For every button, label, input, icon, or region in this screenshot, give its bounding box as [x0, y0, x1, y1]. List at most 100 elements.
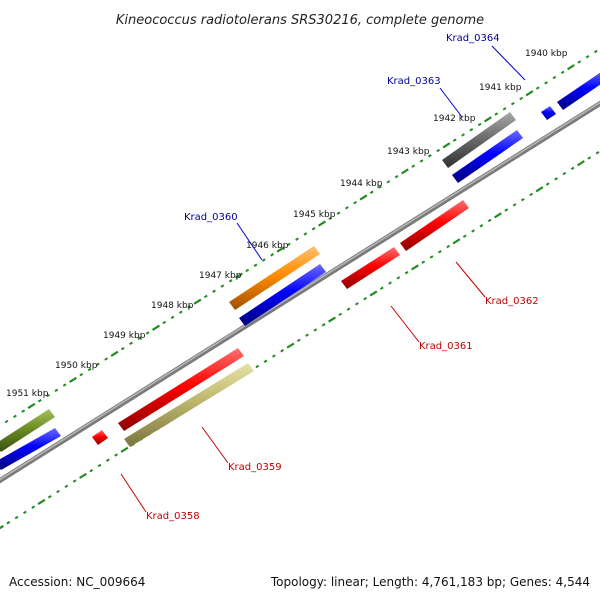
major-tick: [442, 142, 451, 149]
minor-tick: [510, 101, 515, 106]
minor-tick: [487, 218, 492, 223]
major-tick: [567, 64, 575, 71]
minor-tick: [286, 242, 291, 247]
major-tick: [0, 524, 4, 530]
gene-bar-red[interactable]: [92, 430, 108, 445]
major-tick: [525, 90, 534, 97]
minor-tick: [421, 260, 426, 264]
minor-tick: [585, 55, 590, 59]
minor-tick: [469, 128, 474, 132]
gene-bar-gray[interactable]: [442, 112, 516, 168]
callout-line: [201, 426, 229, 464]
minor-tick: [388, 281, 392, 285]
major-tick: [286, 342, 295, 349]
minor-tick: [46, 393, 50, 398]
minor-tick: [554, 177, 558, 181]
major-tick: [110, 350, 119, 357]
minor-tick: [461, 133, 465, 137]
minor-tick: [245, 268, 250, 273]
minor-tick: [187, 305, 192, 309]
feature-label-reverse[interactable]: Krad_0361: [419, 341, 473, 352]
minor-tick: [346, 307, 351, 311]
minor-tick: [228, 279, 233, 283]
minor-tick: [363, 296, 368, 301]
forward-tick-ruler: [0, 49, 598, 427]
minor-tick: [593, 49, 598, 54]
map-title: Kineococcus radiotolerans SRS30216, comp…: [116, 13, 484, 28]
major-tick: [193, 298, 202, 305]
gene-bar-red[interactable]: [118, 348, 244, 431]
minor-tick: [321, 323, 326, 327]
minor-tick: [313, 328, 318, 332]
gene-bar-orange[interactable]: [229, 246, 320, 310]
minor-tick: [54, 388, 59, 393]
callout-line: [120, 473, 147, 513]
minor-tick: [4, 419, 9, 424]
gene-bar[interactable]: [239, 264, 326, 326]
major-tick: [369, 290, 378, 297]
feature-callouts: Krad_0364 Krad_0363 Krad_0360 Krad_0362 …: [120, 33, 539, 522]
position-label: 1945 kbp: [293, 210, 336, 220]
position-label: 1949 kbp: [103, 331, 146, 341]
minor-tick: [305, 333, 309, 337]
feature-label-forward[interactable]: Krad_0364: [446, 33, 500, 44]
gene-bar-khaki[interactable]: [124, 363, 254, 447]
minor-tick: [378, 185, 382, 189]
minor-tick: [338, 312, 343, 317]
minor-tick: [114, 453, 119, 457]
minor-tick: [253, 263, 258, 267]
minor-tick: [178, 310, 183, 314]
feature-label-reverse[interactable]: Krad_0359: [228, 462, 282, 473]
minor-tick: [311, 227, 316, 231]
minor-tick: [105, 458, 110, 462]
minor-tick: [162, 320, 167, 325]
reverse-tick-ruler: [0, 151, 600, 530]
minor-tick: [587, 156, 592, 160]
minor-tick: [353, 200, 358, 205]
minor-tick: [56, 489, 60, 494]
position-label: 1940 kbp: [525, 49, 568, 59]
minor-tick: [411, 164, 416, 168]
minor-tick: [502, 107, 507, 111]
minor-tick: [520, 197, 525, 202]
genome-summary-text: Topology: linear; Length: 4,761,183 bp; …: [270, 575, 590, 589]
gene-bar-red[interactable]: [400, 200, 469, 251]
minor-tick: [477, 122, 482, 127]
minor-tick: [419, 159, 424, 163]
minor-tick: [22, 510, 27, 515]
major-tick: [69, 376, 77, 383]
minor-tick: [494, 112, 499, 116]
position-label: 1947 kbp: [199, 271, 242, 281]
position-label: 1942 kbp: [433, 114, 476, 124]
minor-tick: [394, 174, 399, 179]
feature-label-reverse[interactable]: Krad_0362: [485, 296, 539, 307]
callout-line: [455, 261, 486, 298]
minor-tick: [6, 521, 11, 525]
feature-label-forward[interactable]: Krad_0363: [387, 76, 441, 87]
minor-tick: [87, 367, 92, 372]
gene-bar[interactable]: [0, 428, 61, 470]
position-label: 1948 kbp: [151, 301, 194, 311]
minor-tick: [462, 234, 467, 238]
gene-bar[interactable]: [541, 106, 556, 120]
feature-label-forward[interactable]: Krad_0360: [184, 212, 238, 223]
gene-bar-olive[interactable]: [0, 409, 55, 452]
major-tick: [577, 160, 585, 167]
minor-tick: [31, 505, 36, 509]
minor-tick: [427, 154, 432, 158]
minor-tick: [570, 166, 575, 171]
position-label: 1941 kbp: [479, 83, 522, 93]
minor-tick: [271, 354, 276, 358]
minor-tick: [452, 138, 457, 142]
position-label: 1944 kbp: [340, 179, 383, 189]
gene-bar[interactable]: [452, 130, 523, 183]
minor-tick: [203, 294, 208, 299]
gene-bar-red[interactable]: [341, 247, 400, 289]
minor-tick: [37, 399, 42, 403]
gene-bar[interactable]: [557, 70, 600, 110]
minor-tick: [95, 362, 100, 366]
feature-label-reverse[interactable]: Krad_0358: [146, 511, 200, 522]
major-tick: [359, 194, 368, 201]
callout-line: [439, 87, 463, 118]
minor-tick: [104, 357, 109, 361]
